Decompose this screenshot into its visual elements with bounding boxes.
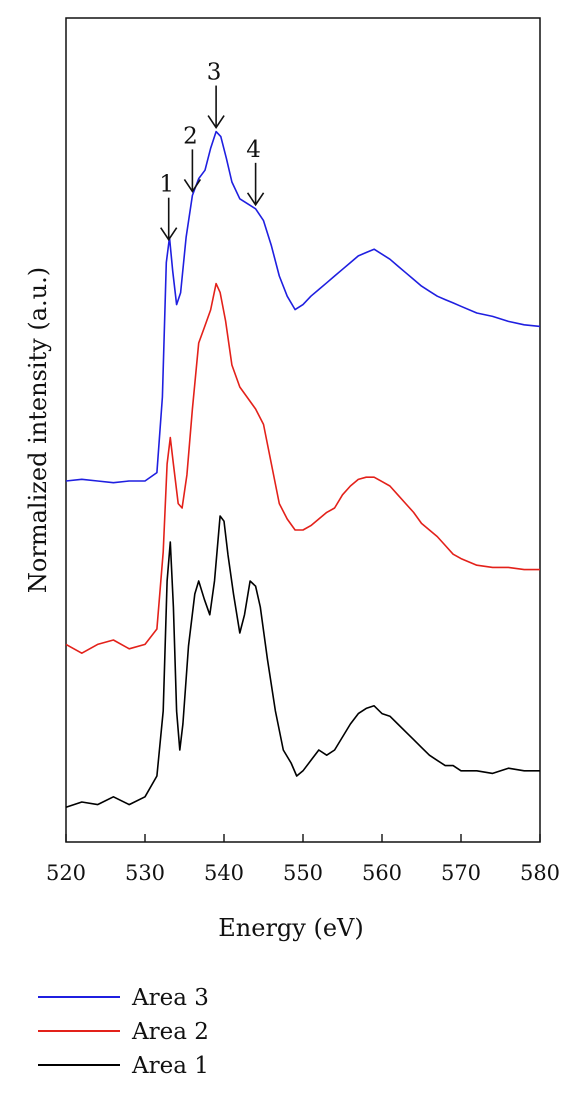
peak-label: 4 xyxy=(246,137,261,163)
series-line-area-2 xyxy=(65,282,540,654)
peak-arrow-head xyxy=(207,115,225,130)
peak-label: 1 xyxy=(159,172,174,198)
x-tick-label: 580 xyxy=(520,861,560,885)
peak-label: 2 xyxy=(183,123,198,149)
peak-annotations: 12 3 4 xyxy=(159,60,265,242)
x-tick-label: 570 xyxy=(441,861,481,885)
legend-label: Area 3 xyxy=(131,985,209,1011)
x-tick-label: 550 xyxy=(283,861,323,885)
plot-frame xyxy=(65,17,541,843)
legend-label: Area 1 xyxy=(131,1053,209,1079)
y-axis-label: Normalized intensity (a.u.) xyxy=(24,267,52,593)
peak-arrow-head xyxy=(160,227,178,242)
x-tick-label: 520 xyxy=(46,861,86,885)
peak-label: 3 xyxy=(207,60,222,86)
series-layer xyxy=(65,130,541,808)
peak-arrow-head xyxy=(246,192,265,207)
x-tick-label: 560 xyxy=(362,861,402,885)
legend: Area 3 Area 2 Area 1 xyxy=(38,985,209,1079)
series-line-area-3 xyxy=(65,130,541,484)
x-axis-label: Energy (eV) xyxy=(218,914,363,942)
x-tick-label: 530 xyxy=(125,861,165,885)
peak-arrow-head xyxy=(183,178,202,193)
legend-label: Area 2 xyxy=(131,1019,209,1045)
series-line-area-1 xyxy=(65,515,540,808)
x-tick-label: 540 xyxy=(204,861,244,885)
x-axis: 520 530 540 550 560 570 580 xyxy=(46,834,560,885)
